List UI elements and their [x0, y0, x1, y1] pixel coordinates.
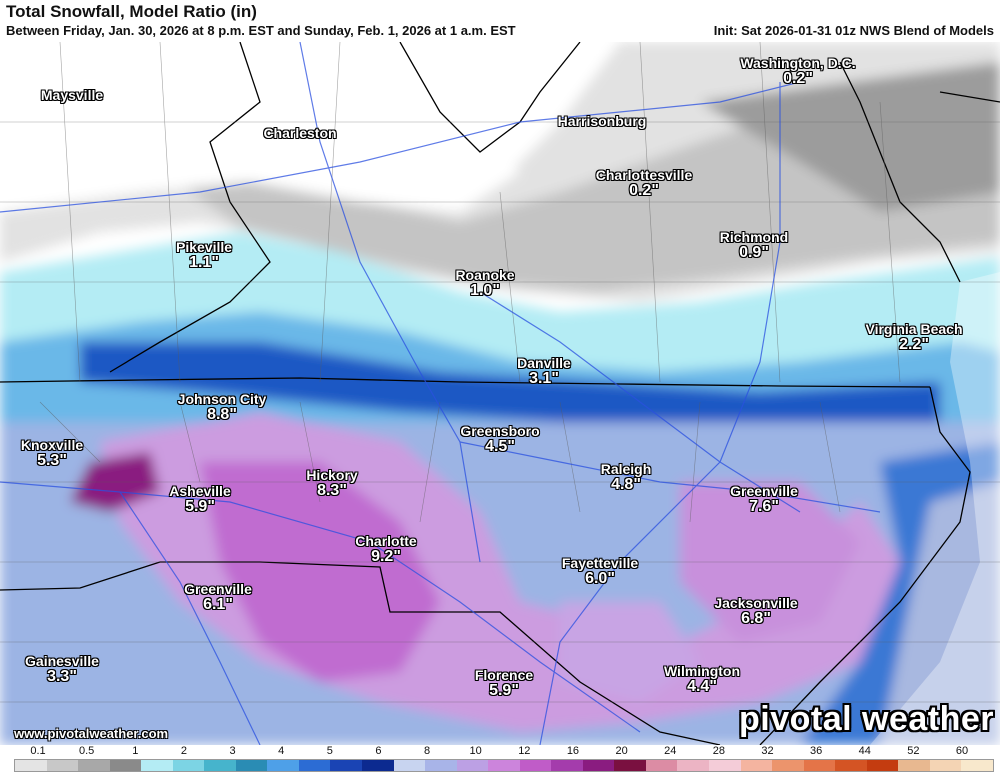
legend-swatch — [488, 760, 520, 771]
legend-swatch — [235, 760, 268, 771]
city-label: Wilmington 4.4" — [663, 663, 741, 695]
legend-swatch — [78, 760, 110, 771]
legend-tick-label: 8 — [423, 745, 431, 757]
legend-tick-label: 4 — [278, 745, 285, 757]
city-label: Raleigh 4.8" — [600, 461, 652, 493]
snowfall-map: Maysville Charleston Harrisonburg Washin… — [0, 42, 1000, 745]
color-legend: 0.1 0.5 1 2 3 4 5 6 8 10 12 16 20 24 28 32 36 44 52 60 — [0, 745, 1000, 772]
model-init: Init: Sat 2026-01-31 01z NWS Blend of Mo… — [713, 23, 994, 38]
legend-swatch — [740, 760, 773, 771]
ocean — [870, 272, 1000, 745]
city-label: Greenville 7.6" — [730, 483, 798, 515]
legend-tick-label: 60 — [955, 745, 969, 757]
legend-swatch — [172, 760, 205, 771]
state-borders — [0, 42, 1000, 745]
legend-swatch — [551, 760, 583, 771]
legend-swatch — [582, 760, 615, 771]
map-canvas — [0, 42, 1000, 745]
city-label: Charleston — [263, 125, 337, 141]
legend-tick-label: 36 — [809, 745, 823, 757]
legend-swatch — [456, 760, 489, 771]
legend-tick-label: 32 — [761, 745, 774, 757]
legend-ticks: 0.1 0.5 1 2 3 4 5 6 8 10 12 16 20 24 28 32 36 44 52 60 — [0, 745, 1000, 758]
legend-swatch — [898, 760, 930, 771]
legend-tick-label: 44 — [858, 745, 871, 757]
county-lines — [0, 42, 1000, 703]
city-label: Jacksonville 6.8" — [714, 595, 798, 627]
snowfall-shading — [0, 42, 1000, 745]
legend-swatch — [393, 760, 426, 771]
legend-tick-label: 16 — [566, 745, 580, 757]
city-label: Fayetteville 6.0" — [561, 555, 639, 587]
city-label: Knoxville 5.3" — [20, 437, 84, 469]
brand-logo: pivotal weather — [738, 700, 994, 738]
legend-swatch — [772, 760, 804, 771]
legend-tick-label: 0.1 — [30, 745, 46, 757]
city-label: Johnson City 8.8" — [177, 391, 267, 423]
city-label: Florence 5.9" — [474, 667, 534, 699]
city-label: Washington, D.C. 0.2" — [740, 55, 856, 87]
legend-swatch — [141, 760, 173, 771]
highways — [0, 42, 881, 745]
legend-bar — [14, 759, 994, 772]
header: Total Snowfall, Model Ratio (in) Between… — [0, 0, 1000, 42]
map-subtitle: Between Friday, Jan. 30, 2026 at 8 p.m. … — [6, 23, 516, 38]
city-label: Greenville 6.1" — [184, 581, 252, 613]
legend-swatch — [298, 760, 331, 771]
legend-swatch — [46, 760, 79, 771]
city-label: Hickory 8.3" — [306, 467, 358, 499]
city-label: Greensboro 4.5" — [460, 423, 540, 455]
legend-swatch — [803, 760, 836, 771]
legend-swatch — [645, 760, 678, 771]
legend-tick-label: 2 — [180, 745, 187, 757]
legend-swatch — [15, 760, 47, 771]
legend-swatch — [519, 760, 552, 771]
site-url: www.pivotalweather.com — [14, 726, 169, 741]
city-label: Asheville 5.9" — [169, 483, 231, 515]
city-label: Danville 3.1" — [517, 355, 571, 387]
legend-tick-label: 6 — [375, 745, 382, 757]
legend-tick-label: 52 — [907, 745, 920, 757]
legend-swatch — [961, 760, 993, 771]
legend-tick-label: 24 — [664, 745, 677, 757]
city-label: Harrisonburg — [557, 113, 647, 129]
legend-swatch — [929, 760, 962, 771]
legend-tick-label: 12 — [518, 745, 531, 757]
city-label: Charlotte 9.2" — [355, 533, 417, 565]
legend-swatch — [677, 760, 710, 771]
city-label: Charlottesville 0.2" — [595, 167, 693, 199]
legend-swatch — [362, 760, 394, 771]
legend-swatch — [614, 760, 646, 771]
legend-swatch — [330, 760, 363, 771]
legend-tick-label: 0.5 — [78, 745, 95, 757]
city-label: Maysville — [40, 87, 104, 103]
legend-tick-label: 28 — [712, 745, 725, 757]
legend-tick-label: 1 — [132, 745, 139, 757]
city-label: Roanoke 1.0" — [455, 267, 515, 299]
legend-swatch — [866, 760, 899, 771]
legend-swatch — [267, 760, 299, 771]
legend-swatch — [109, 760, 142, 771]
legend-swatch — [425, 760, 457, 771]
legend-tick-label: 20 — [615, 745, 628, 757]
city-label: Pikeville 1.1" — [175, 239, 233, 271]
map-title: Total Snowfall, Model Ratio (in) — [6, 2, 257, 21]
legend-swatch — [835, 760, 867, 771]
legend-swatch — [204, 760, 236, 771]
legend-swatch — [709, 760, 741, 771]
city-label: Virginia Beach 2.2" — [865, 321, 963, 353]
city-label: Gainesville 3.3" — [25, 653, 99, 685]
city-label: Richmond 0.9" — [719, 229, 789, 261]
legend-tick-label: 5 — [326, 745, 333, 757]
legend-tick-label: 10 — [469, 745, 482, 757]
legend-tick-label: 3 — [229, 745, 236, 757]
